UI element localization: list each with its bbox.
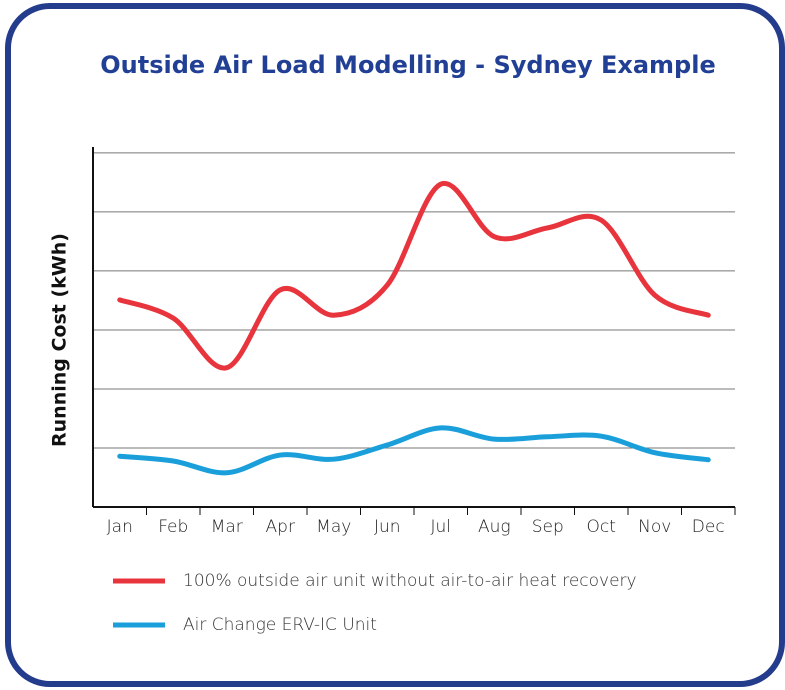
x-tick-label: Apr	[266, 517, 295, 537]
x-tick-label: Jun	[374, 517, 401, 537]
line-series	[117, 425, 711, 476]
x-tick-label: Mar	[211, 517, 243, 537]
legend-label: Air Change ERV-IC Unit	[183, 615, 377, 635]
y-axis-label: Running Cost (kWh)	[49, 233, 71, 447]
x-tick-label: Sep	[532, 517, 564, 537]
x-tick-label: Oct	[587, 517, 616, 537]
x-tick-label: Jul	[430, 517, 451, 537]
x-tick-label: Nov	[638, 517, 671, 537]
frame	[5, 3, 785, 687]
chart-title: Outside Air Load Modelling - Sydney Exam…	[100, 51, 715, 79]
line-series	[117, 181, 711, 371]
x-tick-label: Jan	[107, 517, 133, 537]
x-tick-label: Aug	[478, 517, 511, 537]
x-tick-label: May	[316, 517, 351, 537]
x-tick-label: Feb	[158, 517, 188, 537]
legend-label: 100% outside air unit without air-to-air…	[183, 571, 637, 591]
x-tick-label: Dec	[692, 517, 725, 537]
